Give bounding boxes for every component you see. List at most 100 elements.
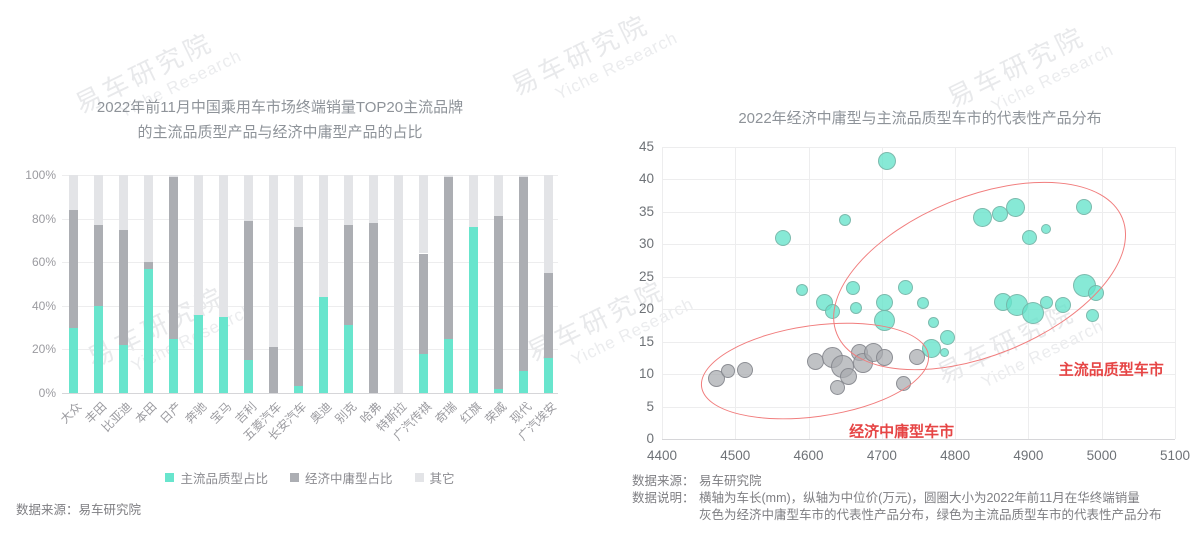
grid-line-x — [808, 147, 810, 439]
bar-segment — [443, 177, 453, 339]
x-tick-label: 5100 — [1159, 448, 1191, 463]
x-tick-label: 5000 — [1086, 448, 1117, 463]
scatter-bubble — [839, 368, 857, 386]
bar-segment — [243, 175, 253, 221]
scatter-bubble — [829, 379, 845, 395]
watermark-cn: 易车研究院 — [506, 8, 655, 102]
bar-chart-title-line2: 的主流品质型产品与经济中庸型产品的占比 — [137, 124, 423, 141]
scatter-bubble — [846, 280, 861, 295]
scatter-bubble — [795, 283, 808, 296]
bar-category-label: 宝马 — [207, 399, 235, 427]
scatter-bubble — [720, 363, 735, 378]
bar-segment — [93, 225, 103, 306]
bar-segment — [443, 175, 453, 178]
grid-line-y — [662, 406, 1175, 408]
bar-segment — [293, 227, 303, 387]
bar-segment — [493, 216, 503, 389]
bar-segment — [143, 262, 153, 269]
bar-segment — [518, 175, 528, 178]
scatter-chart-title: 2022年经济中庸型与主流品质型车市的代表性产品分布 — [738, 110, 1102, 127]
source-note-right: 数据来源： 易车研究院 数据说明： 横轴为车长(mm)，纵轴为中位价(万元)，圆圈大… — [632, 473, 1162, 524]
note-row-2: 灰色为经济中庸型车市的代表性产品分布，绿色为主流品质型车市的代表性产品分布 — [632, 507, 1162, 524]
cluster-label: 经济中庸型车市 — [849, 423, 955, 441]
grid-line-x — [735, 147, 737, 439]
grid-line-y — [662, 244, 1175, 246]
note-line2: 灰色为经济中庸型车市的代表性产品分布，绿色为主流品质型车市的代表性产品分布 — [699, 508, 1162, 522]
bar-segment — [318, 175, 328, 298]
bar-chart-title-line1: 2022年前11月中国乘用车市场终端销量TOP20主流品牌 — [96, 99, 464, 116]
bar-segment — [493, 175, 503, 217]
bar-category-label: 别克 — [332, 399, 360, 427]
bar-segment — [543, 273, 553, 359]
bar-segment — [368, 222, 378, 393]
scatter-bubble — [897, 280, 913, 296]
legend-label: 主流品质型占比 — [180, 472, 268, 486]
bar-segment — [268, 347, 278, 393]
y-tick-label: 60% — [31, 255, 56, 270]
x-tick-label: 4700 — [866, 448, 897, 463]
scatter-bubble — [940, 347, 950, 357]
x-tick-label: 4600 — [793, 448, 824, 463]
scatter-bubble — [850, 301, 863, 314]
bar-segment — [418, 253, 428, 354]
bar-segment — [68, 175, 78, 210]
scatter-bubble — [874, 309, 896, 331]
scatter-bubble — [1006, 198, 1026, 218]
bar-segment — [293, 386, 303, 393]
legend-item: 其它 — [414, 468, 455, 487]
grid-line-x — [1028, 147, 1030, 439]
y-tick-label: 45 — [638, 139, 654, 154]
grid-line-y — [62, 262, 558, 264]
bar-category-label: 奥迪 — [307, 399, 335, 427]
grid-line-x — [881, 147, 883, 439]
bar-segment — [118, 229, 128, 346]
bar-segment — [343, 325, 353, 393]
x-tick-label: 4500 — [720, 448, 751, 463]
y-tick-label: 0 — [646, 431, 654, 446]
bar-category-label: 奔驰 — [182, 399, 210, 427]
bar-segment — [168, 338, 178, 393]
y-tick-label: 80% — [31, 211, 56, 226]
scatter-bubble — [839, 214, 852, 227]
scatter-bubble — [707, 369, 725, 387]
note-row-1: 数据说明： 横轴为车长(mm)，纵轴为中位价(万元)，圆圈大小为2022年前11月… — [632, 490, 1162, 507]
legend-item: 经济中庸型占比 — [289, 468, 393, 487]
y-tick-label: 30 — [638, 236, 654, 252]
grid-line-y — [662, 309, 1175, 311]
grid-line-y — [662, 211, 1175, 213]
scatter-chart-plot: 4400 4500 4600 4700 4800 4900 5000 5100 0 5 10 15 20… — [639, 139, 1190, 463]
bar-segment — [543, 175, 553, 274]
source-label: 数据来源： — [632, 474, 695, 488]
bar-segment — [68, 327, 78, 393]
watermark-cn: 易车研究院 — [942, 20, 1091, 114]
grid-line-y — [62, 175, 558, 176]
bar-category-label: 本田 — [132, 399, 160, 427]
scatter-bubble — [736, 362, 753, 379]
legend-swatch — [289, 473, 299, 482]
bar-chart-legend: 主流品质型占比 经济中庸型占比 其它 — [42, 468, 578, 487]
source-note-left: 数据来源：易车研究院 — [16, 503, 142, 517]
note-label: 数据说明： — [632, 491, 695, 505]
grid-line-y — [662, 341, 1175, 343]
bar-segment — [93, 305, 103, 393]
legend-label: 其它 — [429, 472, 455, 486]
scatter-bubble — [916, 296, 929, 309]
scatter-bubble — [895, 375, 911, 391]
bar-category-label: 奇瑞 — [432, 399, 460, 427]
source-value: 易车研究院 — [699, 474, 762, 488]
bar-segment — [418, 175, 428, 254]
bar-segment — [68, 209, 78, 328]
y-tick-label: 0% — [38, 386, 56, 400]
bar-segment — [243, 360, 253, 393]
bar-segment — [468, 175, 478, 228]
x-tick-label: 4800 — [940, 448, 971, 463]
scatter-bubble — [1087, 284, 1105, 302]
grid-line-y — [62, 218, 558, 220]
bar-segment — [518, 371, 528, 393]
grid-line-x — [662, 147, 663, 439]
bar-segment — [418, 353, 428, 393]
cluster-label: 主流品质型车市 — [1058, 361, 1164, 379]
scatter-bubble — [1022, 229, 1038, 245]
scatter-bubble — [927, 317, 939, 329]
bar-segment — [143, 175, 153, 263]
